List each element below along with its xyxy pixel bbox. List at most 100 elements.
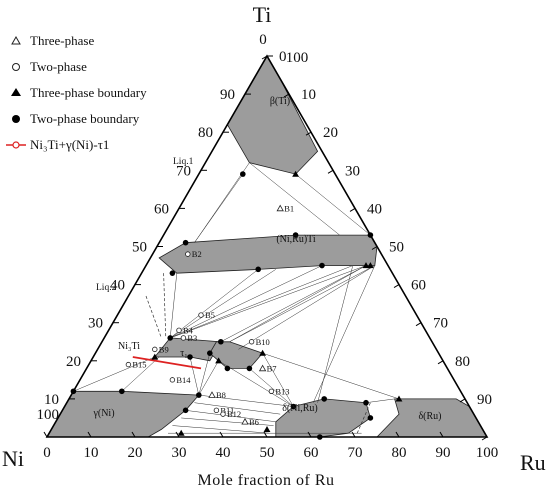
tie-line-0 [249,162,340,236]
alloy-label-B14: B14 [176,375,191,385]
left-tick-label-bottom: 100 [37,407,60,423]
legend-filled-triangle-marker [11,88,21,96]
right-tick-label-9: 10 [301,87,316,103]
phase-label-niru-ti: (Ni,Ru)Ti [276,234,316,245]
two-phase-boundary-point-8 [218,338,224,345]
left-tick-label-1: 10 [44,392,59,408]
three-phase-boundary-point-1 [367,262,374,269]
alloy-marker-B1 [276,204,284,212]
two-phase-boundary-point-3 [255,266,261,273]
alloy-label-B5: B5 [205,310,215,320]
legend-label-ni3ti-reaction: Ni₃Ti+γ(Ni)-τ1 [30,137,109,152]
bottom-tick-label-1: 10 [84,445,99,461]
right-tick-label-8: 20 [323,125,338,141]
two-phase-boundary-point-14 [196,392,202,398]
alloy-label-B6: B6 [249,417,259,427]
legend-filled-circle-marker [12,115,20,123]
alloy-label-B3: B3 [187,333,197,343]
corner-label-top: Ti [253,2,272,27]
tie-line-19 [170,265,323,339]
three-phase-boundary-point-6 [151,353,159,360]
phase-regions [46,55,488,438]
bottom-tick-mark-4 [219,431,224,438]
tie-line-8 [249,368,294,407]
two-phase-boundary-point-5 [367,232,374,238]
dashed-boundary-2 [356,402,371,434]
alloy-marker-B9 [152,346,158,353]
right-tick-label-4: 60 [411,278,426,294]
alloy-marker-B6 [241,417,249,425]
right-tick-label-2: 80 [455,354,470,370]
three-phase-boundary-point-3 [259,349,266,356]
right-tick-label-top: 100 [286,50,309,66]
corner-label-right: Ru [520,450,546,475]
alloy-label-B15: B15 [132,360,146,370]
two-phase-boundary-point-10 [224,365,231,372]
alloy-label-B12: B12 [227,409,241,419]
bottom-tick-label-6: 60 [304,445,319,461]
bottom-tick-mark-5 [263,431,268,438]
alloy-label-B11: B11 [220,405,234,415]
legend-open-circle-marker [12,63,20,71]
tie-line-18 [170,265,353,339]
right-tick-mark-5 [371,246,378,250]
alloy-label-B10: B10 [256,337,270,347]
right-tick-mark-7 [327,169,334,174]
left-tick-label-8: 80 [198,125,213,141]
two-phase-boundary-point-21 [207,350,213,356]
two-phase-boundary-point-7 [167,335,173,341]
tie-line-27 [121,356,160,392]
right-tick-mark-3 [415,322,422,327]
legend-label-two-phase-boundary: Two-phase boundary [30,111,140,126]
phase-label-ni3ti: Ni₃Ti [118,341,140,352]
bottom-tick-mark-0 [43,431,48,438]
boundary-points [70,170,403,440]
tie-line-20 [170,269,276,339]
right-tick-mark-0 [481,436,488,441]
left-tick-label-3: 30 [88,316,103,332]
two-phase-boundary-point-6 [292,232,299,238]
left-tick-label-7: 70 [176,163,191,179]
alloy-marker-B8 [208,391,216,398]
tie-line-29 [198,353,211,396]
tie-line-23 [229,265,367,342]
two-phase-boundary-point-19 [317,434,323,440]
two-phase-boundary-point-13 [119,388,125,395]
left-tick-label-4: 40 [110,278,125,294]
two-phase-boundary-point-12 [70,388,77,395]
alloy-marker-B4 [176,327,182,334]
alloy-marker-B13 [268,388,275,394]
region-gamma-ni [46,390,200,438]
tie-line-16 [229,265,375,342]
alloy-marker-B14 [169,377,176,383]
phase-label-delta-niru: δ(Ni,Ru) [282,403,318,414]
bottom-tick-mark-3 [175,431,180,438]
alloy-marker-B10 [248,339,255,345]
right-tick-label-5: 50 [389,240,404,256]
right-tick-mark-8 [305,131,312,136]
tie-line-7 [262,353,294,407]
bottom-tick-label-4: 40 [216,445,231,461]
three-phase-boundary-point-5 [395,395,403,402]
bottom-tick-mark-7 [351,431,356,438]
liquid-label-1: Liq.1 [173,157,194,167]
x-axis-title: Mole fraction of Ru [197,472,334,489]
alloy-marker-B3 [180,335,187,341]
alloy-marker-B12 [220,411,226,417]
region-ni3ti [153,337,222,362]
right-tick-mark-1 [459,398,466,403]
right-tick-mark-2 [437,360,444,365]
alloy-label-B1: B1 [284,203,294,213]
legend-label-three-phase: Three-phase [30,33,94,48]
tie-line-28 [189,356,200,396]
two-phase-boundary-point-17 [321,396,328,402]
right-tick-label-6: 40 [367,201,382,217]
alloy-marker-B7 [258,364,267,372]
bottom-tick-label-9: 90 [436,445,451,461]
bottom-tick-label-10: 100 [476,445,499,461]
left-tick-label-top: 0 [259,32,267,48]
bottom-tick-label-0: 0 [43,445,51,461]
legend-label-two-phase: Two-phase [30,59,87,74]
